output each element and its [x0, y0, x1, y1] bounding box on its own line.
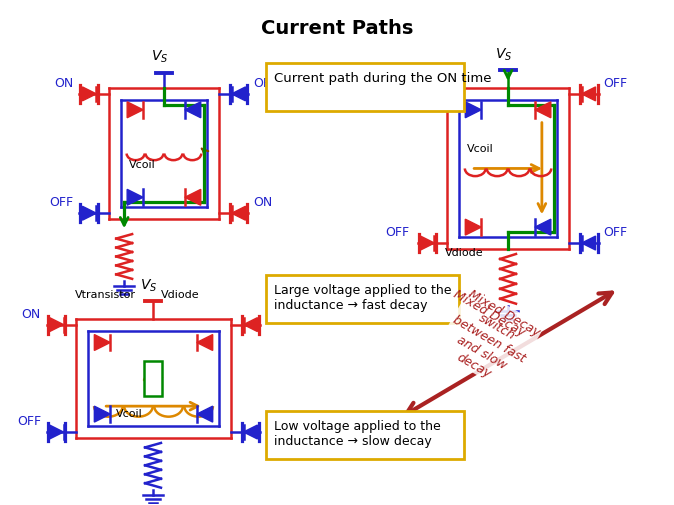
Polygon shape: [82, 207, 96, 221]
Polygon shape: [535, 103, 551, 119]
Polygon shape: [465, 220, 481, 236]
Text: ON: ON: [253, 196, 273, 209]
Polygon shape: [232, 207, 245, 221]
Text: Vdiode: Vdiode: [161, 289, 200, 299]
Polygon shape: [243, 425, 257, 439]
Text: Vdiode: Vdiode: [446, 247, 484, 258]
FancyBboxPatch shape: [266, 411, 464, 459]
Text: OFF: OFF: [266, 307, 290, 320]
Text: $V_S$: $V_S$: [495, 47, 513, 63]
Text: Vcoil: Vcoil: [116, 408, 143, 418]
Text: OFF: OFF: [17, 414, 41, 427]
Polygon shape: [197, 407, 213, 422]
Text: $V_S$: $V_S$: [151, 49, 168, 65]
Text: OFF: OFF: [50, 196, 73, 209]
Text: Current Paths: Current Paths: [261, 19, 413, 38]
Text: OFF: OFF: [603, 226, 627, 239]
Text: ON: ON: [55, 77, 74, 90]
Text: Vtransistor: Vtransistor: [74, 289, 135, 299]
Text: Vcoil: Vcoil: [467, 143, 494, 153]
Polygon shape: [421, 88, 435, 102]
Polygon shape: [582, 88, 596, 102]
Polygon shape: [185, 190, 201, 206]
Polygon shape: [582, 237, 596, 250]
Polygon shape: [185, 103, 201, 119]
Text: Large voltage applied to the
inductance → fast decay: Large voltage applied to the inductance …: [274, 283, 452, 311]
Polygon shape: [535, 220, 551, 236]
Polygon shape: [127, 103, 143, 119]
Text: Mixed Decay
switch
between fast
and slow
decay: Mixed Decay switch between fast and slow…: [435, 287, 543, 391]
Polygon shape: [232, 88, 245, 102]
Polygon shape: [197, 335, 213, 351]
Text: OFF: OFF: [386, 77, 410, 90]
Text: Mixed Decay: Mixed Decay: [451, 287, 527, 339]
FancyBboxPatch shape: [266, 64, 464, 112]
Polygon shape: [50, 318, 63, 332]
Polygon shape: [50, 425, 63, 439]
Polygon shape: [94, 335, 111, 351]
Text: OFF: OFF: [253, 77, 278, 90]
Text: OFF: OFF: [266, 414, 290, 427]
Polygon shape: [421, 237, 435, 250]
Polygon shape: [94, 407, 111, 422]
Text: ON: ON: [22, 307, 41, 320]
Polygon shape: [243, 318, 257, 332]
Text: Vcoil: Vcoil: [129, 160, 156, 170]
Text: Current path during the ON time: Current path during the ON time: [274, 72, 492, 85]
Text: $V_S$: $V_S$: [140, 277, 158, 293]
Polygon shape: [465, 103, 481, 119]
FancyBboxPatch shape: [266, 275, 459, 323]
Text: OFF: OFF: [386, 226, 410, 239]
Bar: [144, 362, 162, 396]
Polygon shape: [127, 190, 143, 206]
Text: OFF: OFF: [603, 77, 627, 90]
Polygon shape: [82, 88, 96, 102]
Text: Low voltage applied to the
inductance → slow decay: Low voltage applied to the inductance → …: [274, 419, 441, 447]
